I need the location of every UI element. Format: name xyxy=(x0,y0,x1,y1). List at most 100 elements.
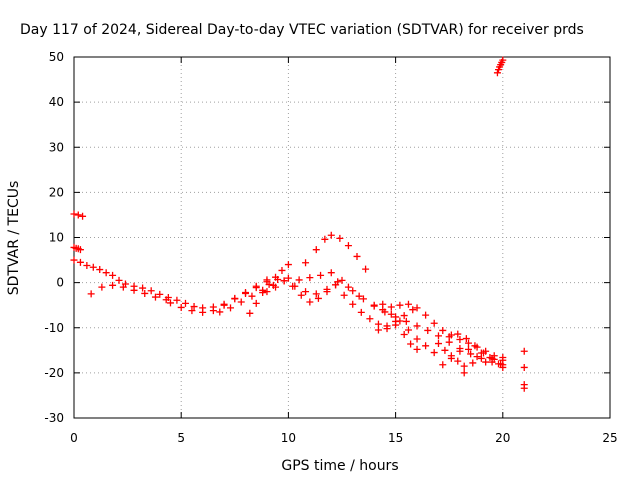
data-point xyxy=(312,246,320,254)
x-tick-label: 15 xyxy=(388,431,403,445)
data-point xyxy=(109,271,117,279)
data-point xyxy=(480,349,488,357)
data-point xyxy=(424,326,432,334)
data-point xyxy=(190,303,198,311)
series-arc-j xyxy=(374,321,421,353)
data-point xyxy=(409,306,417,314)
data-point xyxy=(70,210,78,218)
data-point xyxy=(336,234,344,242)
data-point xyxy=(374,320,382,328)
data-point xyxy=(439,326,447,334)
data-point xyxy=(469,359,477,367)
data-point xyxy=(312,290,320,298)
y-tick-label: 20 xyxy=(49,185,64,199)
data-point xyxy=(177,303,185,311)
data-point xyxy=(473,353,481,361)
data-point xyxy=(147,287,155,295)
data-point xyxy=(302,259,310,267)
data-point xyxy=(272,283,280,291)
data-point xyxy=(323,288,331,296)
data-point xyxy=(520,384,528,392)
data-point xyxy=(115,276,123,284)
data-point xyxy=(482,358,490,366)
data-point xyxy=(379,300,387,308)
data-point xyxy=(434,332,442,340)
series-arc-a xyxy=(87,281,170,304)
data-point xyxy=(89,263,97,271)
data-point xyxy=(520,347,528,355)
data-point xyxy=(280,277,288,285)
data-point xyxy=(166,299,174,307)
y-tick-label: -30 xyxy=(44,411,64,425)
data-point xyxy=(353,252,361,260)
series-arc-f xyxy=(302,231,370,273)
data-point xyxy=(278,266,286,274)
data-point xyxy=(447,352,455,360)
data-point xyxy=(220,301,228,309)
data-point xyxy=(306,274,314,282)
data-point xyxy=(413,335,421,343)
series-arc-15 xyxy=(70,210,87,220)
data-point xyxy=(422,342,430,350)
data-point xyxy=(70,256,78,264)
x-tick-label: 0 xyxy=(70,431,78,445)
data-point xyxy=(441,346,449,354)
data-point xyxy=(396,317,404,325)
data-point xyxy=(362,265,370,273)
data-point xyxy=(488,354,496,362)
data-point xyxy=(242,289,250,297)
data-point xyxy=(499,56,507,64)
data-point xyxy=(340,291,348,299)
data-point xyxy=(471,342,479,350)
data-point xyxy=(460,369,468,377)
data-point xyxy=(79,212,87,220)
data-point xyxy=(374,326,382,334)
data-point xyxy=(162,296,170,304)
data-point xyxy=(454,330,462,338)
data-point xyxy=(456,347,464,355)
data-point xyxy=(430,349,438,357)
data-point xyxy=(317,271,325,279)
data-point xyxy=(520,363,528,371)
data-point xyxy=(400,331,408,339)
data-point xyxy=(76,246,84,254)
data-point xyxy=(454,357,462,365)
data-point xyxy=(349,287,357,295)
data-point xyxy=(265,280,273,288)
data-point xyxy=(96,266,104,274)
x-tick-label: 20 xyxy=(495,431,510,445)
data-point xyxy=(263,276,271,284)
data-point xyxy=(263,288,271,296)
y-tick-label: 40 xyxy=(49,95,64,109)
data-point xyxy=(98,283,106,291)
data-point xyxy=(83,261,91,269)
y-axis-label: SDTVAR / TECUs xyxy=(6,181,22,296)
data-point xyxy=(387,303,395,311)
data-point xyxy=(439,361,447,369)
x-tick-label: 25 xyxy=(602,431,617,445)
data-point xyxy=(237,298,245,306)
data-point xyxy=(102,269,110,277)
data-point xyxy=(252,282,260,290)
data-point xyxy=(349,300,357,308)
data-point xyxy=(413,322,421,330)
x-axis-label: GPS time / hours xyxy=(281,458,398,474)
series-arc-n xyxy=(434,340,468,370)
data-point xyxy=(151,293,159,301)
data-point xyxy=(302,288,310,296)
data-point xyxy=(402,317,410,325)
data-point xyxy=(259,289,267,297)
data-point xyxy=(209,307,217,315)
series-arc-d xyxy=(246,261,292,317)
data-point xyxy=(355,292,363,300)
data-point xyxy=(87,290,95,298)
data-point xyxy=(252,299,260,307)
data-point xyxy=(400,312,408,320)
data-point xyxy=(413,304,421,312)
grid xyxy=(74,57,610,418)
tick-labels: 0 5 10 15 20 25 50 40 30 20 10 0 -10 -20 -30 xyxy=(44,50,617,445)
data-point xyxy=(199,308,207,316)
data-point xyxy=(422,311,430,319)
data-point xyxy=(297,291,305,299)
data-point xyxy=(370,301,378,309)
